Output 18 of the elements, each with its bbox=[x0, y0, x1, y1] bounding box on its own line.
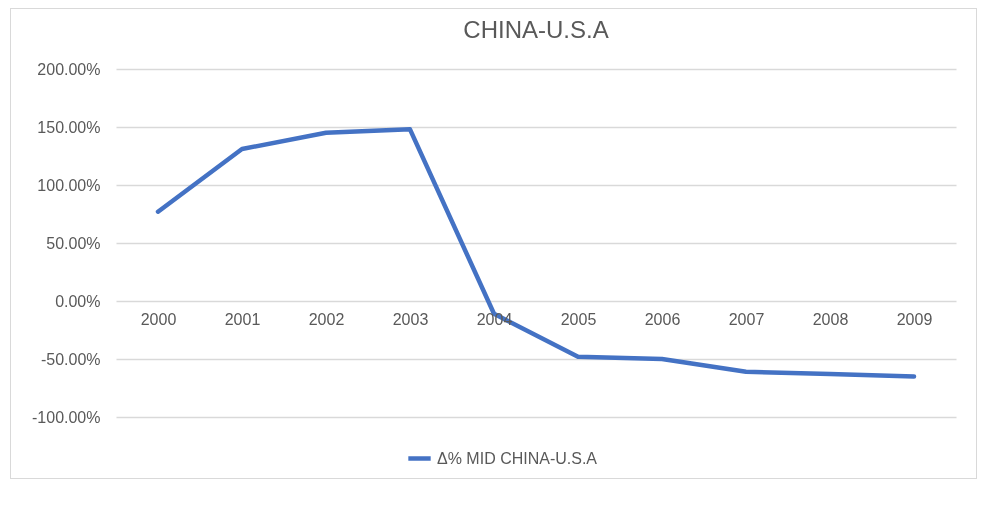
x-tick-label: 2005 bbox=[560, 310, 597, 328]
x-tick-label: 2000 bbox=[140, 310, 177, 328]
x-tick-label: 2001 bbox=[224, 310, 261, 328]
y-tick-label: -50.00% bbox=[40, 350, 101, 368]
x-tick-label: 2002 bbox=[308, 310, 345, 328]
y-tick-label: -100.00% bbox=[32, 408, 101, 426]
x-tick-label: 2006 bbox=[644, 310, 681, 328]
x-tick-label: 2008 bbox=[812, 310, 849, 328]
y-tick-label: 100.00% bbox=[37, 176, 101, 194]
chart-title: CHINA-U.S.A bbox=[463, 16, 609, 43]
y-tick-label: 200.00% bbox=[37, 60, 101, 78]
x-tick-label: 2009 bbox=[896, 310, 933, 328]
x-tick-label: 2003 bbox=[392, 310, 429, 328]
legend-label: Δ% MID CHINA-U.S.A bbox=[437, 449, 598, 467]
x-tick-label: 2007 bbox=[728, 310, 765, 328]
y-tick-label: 150.00% bbox=[37, 118, 101, 136]
y-tick-label: 0.00% bbox=[55, 292, 101, 310]
y-tick-label: 50.00% bbox=[46, 234, 101, 252]
